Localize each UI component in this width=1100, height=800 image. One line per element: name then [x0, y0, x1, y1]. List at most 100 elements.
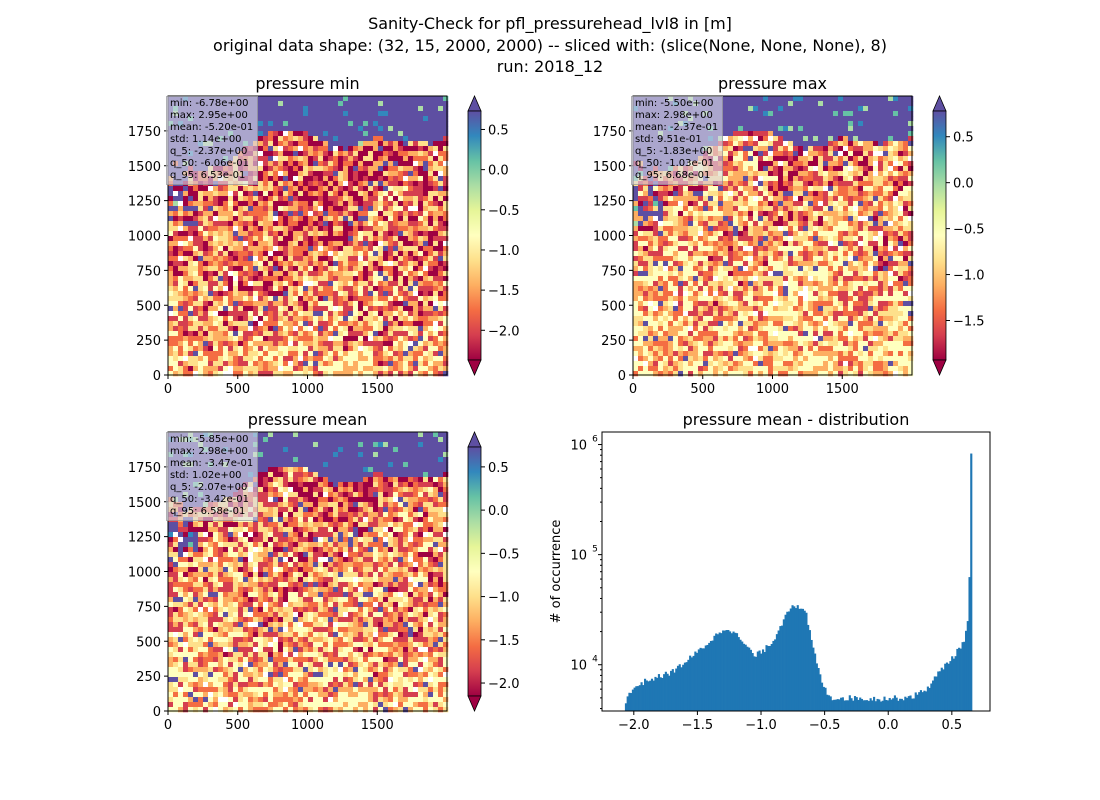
heatmap-cell [813, 176, 819, 182]
heatmap-cell [363, 281, 369, 287]
heatmap-cell [408, 116, 414, 122]
heatmap-cell [853, 121, 859, 127]
heatmap-cell [213, 366, 219, 372]
heatmap-cell [388, 261, 394, 267]
heatmap-cell [403, 286, 409, 292]
heatmap-cell [413, 111, 419, 117]
heatmap-cell [853, 206, 859, 212]
heatmap-cell [238, 361, 244, 367]
heatmap-cell [878, 236, 884, 242]
heatmap-cell [313, 246, 319, 252]
heatmap-cell [898, 141, 904, 147]
heatmap-cell [283, 146, 289, 152]
heatmap-cell [788, 141, 794, 147]
heatmap-cell [728, 191, 734, 197]
heatmap-cell [328, 276, 334, 282]
heatmap-cell [423, 281, 429, 287]
heatmap-cell [443, 311, 449, 317]
heatmap-cell [863, 246, 869, 252]
heatmap-cell [778, 181, 784, 187]
heatmap-cell [188, 251, 194, 257]
heatmap-cell [253, 226, 259, 232]
heatmap-cell [763, 181, 769, 187]
heatmap-cell [183, 191, 189, 197]
heatmap-cell [368, 326, 374, 332]
heatmap-cell [413, 166, 419, 172]
heatmap-cell [253, 316, 259, 322]
heatmap-cell [273, 246, 279, 252]
heatmap-cell [398, 141, 404, 147]
heatmap-cell [753, 101, 759, 107]
heatmap-cell [353, 206, 359, 212]
heatmap-cell [313, 211, 319, 217]
heatmap-cell [183, 291, 189, 297]
heatmap-cell [338, 161, 344, 167]
heatmap-cell [168, 351, 174, 357]
heatmap-cell [343, 136, 349, 142]
heatmap-cell [433, 246, 439, 252]
heatmap-cell [778, 241, 784, 247]
heatmap-cell [378, 346, 384, 352]
heatmap-cell [713, 221, 719, 227]
heatmap-cell [678, 201, 684, 207]
heatmap-cell [233, 306, 239, 312]
heatmap-cell [443, 166, 449, 172]
heatmap-cell [403, 311, 409, 317]
heatmap-cell [633, 231, 639, 237]
heatmap-cell [438, 306, 444, 312]
heatmap-cell [303, 326, 309, 332]
heatmap-cell [268, 171, 274, 177]
heatmap-cell [398, 231, 404, 237]
heatmap-cell [173, 241, 179, 247]
heatmap-cell [828, 221, 834, 227]
heatmap-cell [373, 301, 379, 307]
heatmap-cell [423, 96, 429, 102]
heatmap-cell [698, 246, 704, 252]
heatmap-cell [258, 181, 264, 187]
heatmap-cell [388, 186, 394, 192]
heatmap-cell [733, 201, 739, 207]
heatmap-cell [903, 181, 909, 187]
heatmap-cell [323, 211, 329, 217]
heatmap-cell [293, 296, 299, 302]
heatmap-cell [253, 331, 259, 337]
heatmap-cell [293, 226, 299, 232]
heatmap-cell [353, 221, 359, 227]
heatmap-cell [778, 196, 784, 202]
heatmap-cell [708, 256, 714, 262]
heatmap-cell [373, 251, 379, 257]
heatmap-cell [703, 256, 709, 262]
heatmap-cell [398, 176, 404, 182]
heatmap-cell [263, 356, 269, 362]
heatmap-cell [213, 316, 219, 322]
heatmap-cell [233, 271, 239, 277]
heatmap-cell [863, 136, 869, 142]
heatmap-cell [413, 281, 419, 287]
heatmap-cell [778, 106, 784, 112]
heatmap-cell [333, 336, 339, 342]
heatmap-cell [188, 336, 194, 342]
heatmap-cell [883, 191, 889, 197]
heatmap-cell [303, 321, 309, 327]
heatmap-cell [383, 276, 389, 282]
heatmap-cell [293, 211, 299, 217]
heatmap-cell [893, 141, 899, 147]
heatmap-cell [263, 316, 269, 322]
heatmap-cell [298, 161, 304, 167]
heatmap-cell [428, 196, 434, 202]
heatmap-cell [238, 186, 244, 192]
heatmap-cell [363, 166, 369, 172]
heatmap-cell [908, 116, 914, 122]
heatmap-cell [353, 301, 359, 307]
heatmap-cell [278, 116, 284, 122]
heatmap-cell [293, 251, 299, 257]
heatmap-cell [368, 316, 374, 322]
heatmap-cell [258, 156, 264, 162]
heatmap-cell [178, 231, 184, 237]
heatmap-cell [433, 296, 439, 302]
heatmap-cell [433, 346, 439, 352]
heatmap-cell [273, 146, 279, 152]
heatmap-cell [708, 246, 714, 252]
heatmap-cell [233, 266, 239, 272]
heatmap-cell [828, 101, 834, 107]
